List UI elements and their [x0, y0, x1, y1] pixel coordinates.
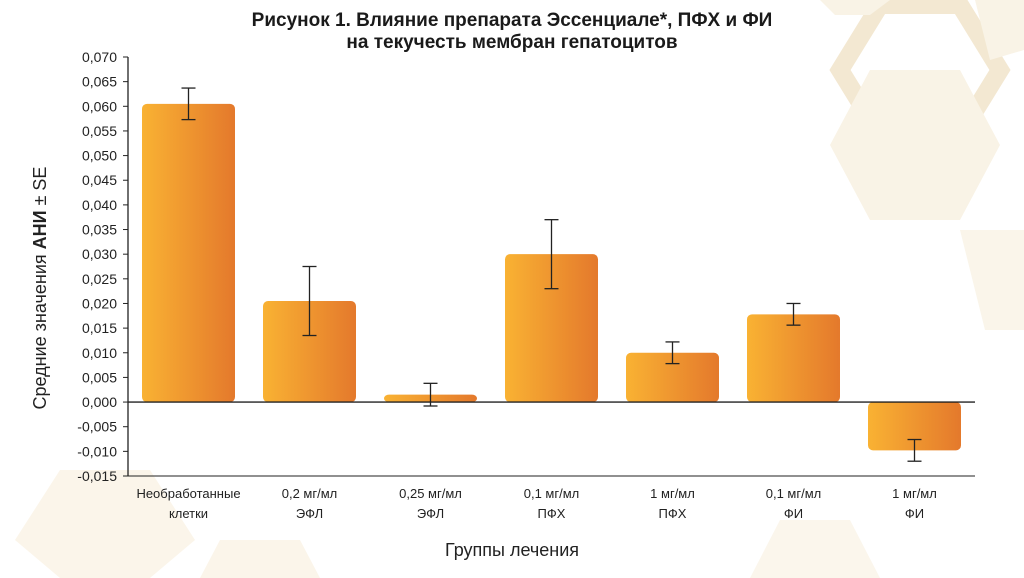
y-tick-label: 0,065 — [82, 74, 117, 90]
category-label: ЭФЛ — [417, 506, 444, 521]
y-axis-label-suffix: ± SE — [30, 167, 50, 211]
y-axis-label: Средние значения АНИ ± SE — [30, 167, 50, 410]
y-tick-label: 0,010 — [82, 345, 117, 361]
y-axis: 0,070 0,065 0,060 0,055 0,050 0,045 0,040 0,035… — [77, 49, 129, 484]
y-tick-label: 0,005 — [82, 369, 117, 385]
hexagon-decor — [960, 230, 1024, 330]
bar — [505, 254, 598, 403]
y-tick-label: -0,015 — [77, 468, 117, 484]
category-label: Необработанные — [136, 486, 240, 501]
bar — [868, 402, 961, 451]
category-label: 0,1 мг/мл — [766, 486, 822, 501]
y-tick-label: 0,040 — [82, 197, 117, 213]
category-label: ПФХ — [538, 506, 566, 521]
y-tick-label: 0,045 — [82, 172, 117, 188]
bar — [626, 352, 719, 403]
chart-title-line2: на текучесть мембран гепатоцитов — [346, 32, 678, 53]
y-tick-label: 0,035 — [82, 222, 117, 238]
y-tick-label: 0,025 — [82, 271, 117, 287]
y-tick-label: 0,030 — [82, 246, 117, 262]
hexagon-decor — [750, 520, 880, 578]
chart-title-line1: Рисунок 1. Влияние препарата Эссенциале*… — [251, 10, 773, 31]
category-label: 1 мг/мл — [650, 486, 695, 501]
y-axis-label-prefix: Средние значения — [30, 249, 50, 409]
bar — [142, 103, 235, 403]
category-label: 0,1 мг/мл — [524, 486, 580, 501]
y-tick-label: 0,000 — [82, 394, 117, 410]
hexagon-decor — [15, 470, 195, 578]
y-tick-label: -0,005 — [77, 419, 117, 435]
bar — [263, 301, 356, 403]
y-tick-label: -0,010 — [77, 443, 117, 459]
hexagon-decor — [820, 0, 890, 15]
chart-title: Рисунок 1. Влияние препарата Эссенциале*… — [0, 10, 1024, 54]
y-tick-label: 0,060 — [82, 98, 117, 114]
category-label: 0,2 мг/мл — [282, 486, 338, 501]
hexagon-decor — [830, 70, 1000, 220]
category-label: ЭФЛ — [296, 506, 323, 521]
bars-group — [142, 87, 961, 462]
y-tick-label: 0,070 — [82, 49, 117, 65]
category-label: ПФХ — [659, 506, 687, 521]
x-axis-label: Группы лечения — [445, 540, 579, 560]
x-axis: Необработанные клетки 0,2 мг/мл ЭФЛ 0,25 мг/… — [128, 401, 975, 521]
y-tick-label: 0,050 — [82, 148, 117, 164]
y-axis-label-bold: АНИ — [30, 210, 50, 249]
y-tick-label: 0,055 — [82, 123, 117, 139]
category-label: клетки — [169, 506, 208, 521]
bar — [747, 314, 840, 403]
hexagon-decor — [200, 540, 320, 578]
category-label: ФИ — [784, 506, 803, 521]
category-label: 1 мг/мл — [892, 486, 937, 501]
hexagon-decor — [975, 0, 1024, 60]
y-tick-label: 0,015 — [82, 320, 117, 336]
y-tick-label: 0,020 — [82, 295, 117, 311]
category-label: 0,25 мг/мл — [399, 486, 462, 501]
category-label: ФИ — [905, 506, 924, 521]
